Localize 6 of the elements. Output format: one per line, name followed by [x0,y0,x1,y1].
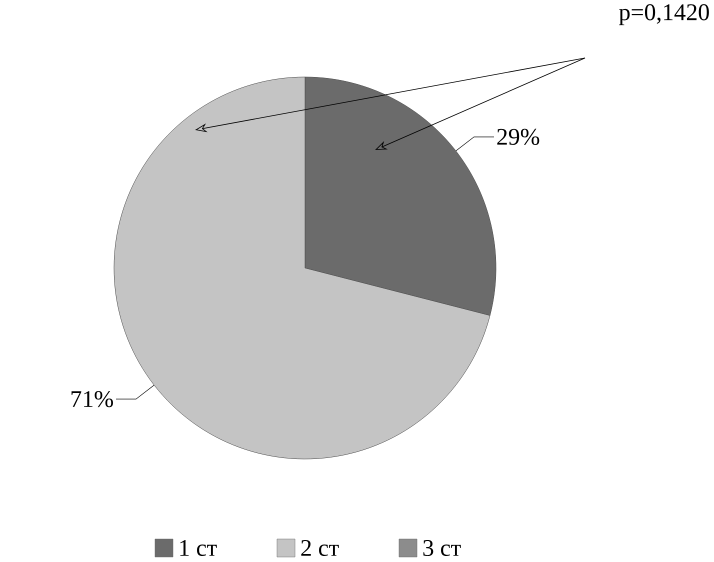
data-label: 29% [497,128,540,145]
legend-label: 3 ст [423,540,461,556]
text: p=0,1420 [619,4,709,26]
legend-label: 1 ст [180,540,217,556]
data-label: 71% [72,390,113,408]
legend-label: 2 ст [301,540,339,556]
